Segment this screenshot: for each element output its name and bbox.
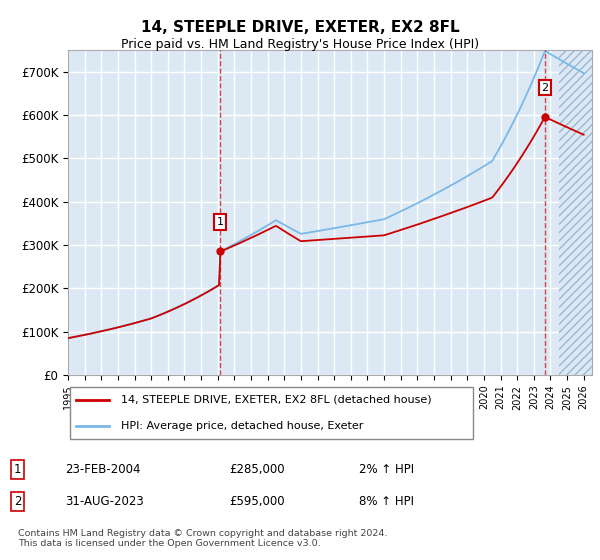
Text: 2% ↑ HPI: 2% ↑ HPI bbox=[359, 463, 414, 476]
Text: 14, STEEPLE DRIVE, EXETER, EX2 8FL (detached house): 14, STEEPLE DRIVE, EXETER, EX2 8FL (deta… bbox=[121, 395, 431, 405]
Text: 2: 2 bbox=[541, 83, 548, 93]
Text: Contains HM Land Registry data © Crown copyright and database right 2024.
This d: Contains HM Land Registry data © Crown c… bbox=[18, 529, 387, 548]
Text: 23-FEB-2004: 23-FEB-2004 bbox=[65, 463, 140, 476]
FancyBboxPatch shape bbox=[70, 387, 473, 439]
Text: £595,000: £595,000 bbox=[229, 494, 285, 508]
Text: 1: 1 bbox=[14, 463, 22, 476]
14, STEEPLE DRIVE, EXETER, EX2 8FL (detached house) bbox=[447, 210, 454, 217]
HPI: Average price, detached house, Exeter: (2.02e+03, 7.47e+05): Average price, detached house, Exeter: (… bbox=[542, 48, 549, 54]
Polygon shape bbox=[559, 50, 592, 375]
HPI: Average price, detached house, Exeter: (2.02e+03, 4.37e+05): Average price, detached house, Exeter: (… bbox=[447, 183, 454, 189]
14, STEEPLE DRIVE, EXETER, EX2 8FL (detached house) bbox=[580, 132, 587, 138]
Bar bbox=[559, 50, 592, 375]
HPI: Average price, detached house, Exeter: (2.02e+03, 4.53e+05): Average price, detached house, Exeter: (… bbox=[459, 175, 466, 182]
Text: Price paid vs. HM Land Registry's House Price Index (HPI): Price paid vs. HM Land Registry's House … bbox=[121, 38, 479, 51]
Text: £285,000: £285,000 bbox=[229, 463, 285, 476]
Line: HPI: Average price, detached house, Exeter: HPI: Average price, detached house, Exet… bbox=[68, 51, 584, 338]
Line: 14, STEEPLE DRIVE, EXETER, EX2 8FL (detached house): 14, STEEPLE DRIVE, EXETER, EX2 8FL (deta… bbox=[68, 117, 584, 338]
14, STEEPLE DRIVE, EXETER, EX2 8FL (detached house) bbox=[459, 206, 466, 212]
Text: 2: 2 bbox=[14, 494, 22, 508]
Text: 1: 1 bbox=[217, 217, 224, 227]
Text: 31-AUG-2023: 31-AUG-2023 bbox=[65, 494, 143, 508]
HPI: Average price, detached house, Exeter: (2.01e+03, 3.55e+05): Average price, detached house, Exeter: (… bbox=[371, 218, 378, 225]
HPI: Average price, detached house, Exeter: (2e+03, 8.5e+04): Average price, detached house, Exeter: (… bbox=[64, 335, 71, 342]
Text: HPI: Average price, detached house, Exeter: HPI: Average price, detached house, Exet… bbox=[121, 421, 364, 431]
HPI: Average price, detached house, Exeter: (2e+03, 1.39e+05): Average price, detached house, Exeter: (… bbox=[157, 311, 164, 318]
14, STEEPLE DRIVE, EXETER, EX2 8FL (detached house) bbox=[157, 311, 164, 318]
14, STEEPLE DRIVE, EXETER, EX2 8FL (detached house) bbox=[64, 335, 71, 342]
HPI: Average price, detached house, Exeter: (2.03e+03, 6.97e+05): Average price, detached house, Exeter: (… bbox=[580, 70, 587, 77]
HPI: Average price, detached house, Exeter: (2.01e+03, 3.29e+05): Average price, detached house, Exeter: (… bbox=[295, 229, 302, 236]
14, STEEPLE DRIVE, EXETER, EX2 8FL (detached house) bbox=[371, 233, 378, 240]
Text: 14, STEEPLE DRIVE, EXETER, EX2 8FL: 14, STEEPLE DRIVE, EXETER, EX2 8FL bbox=[140, 20, 460, 35]
Text: 8% ↑ HPI: 8% ↑ HPI bbox=[359, 494, 414, 508]
14, STEEPLE DRIVE, EXETER, EX2 8FL (detached house) bbox=[542, 114, 549, 120]
14, STEEPLE DRIVE, EXETER, EX2 8FL (detached house) bbox=[295, 236, 302, 243]
14, STEEPLE DRIVE, EXETER, EX2 8FL (detached house) bbox=[349, 234, 356, 241]
HPI: Average price, detached house, Exeter: (2.01e+03, 3.46e+05): Average price, detached house, Exeter: (… bbox=[349, 222, 356, 228]
